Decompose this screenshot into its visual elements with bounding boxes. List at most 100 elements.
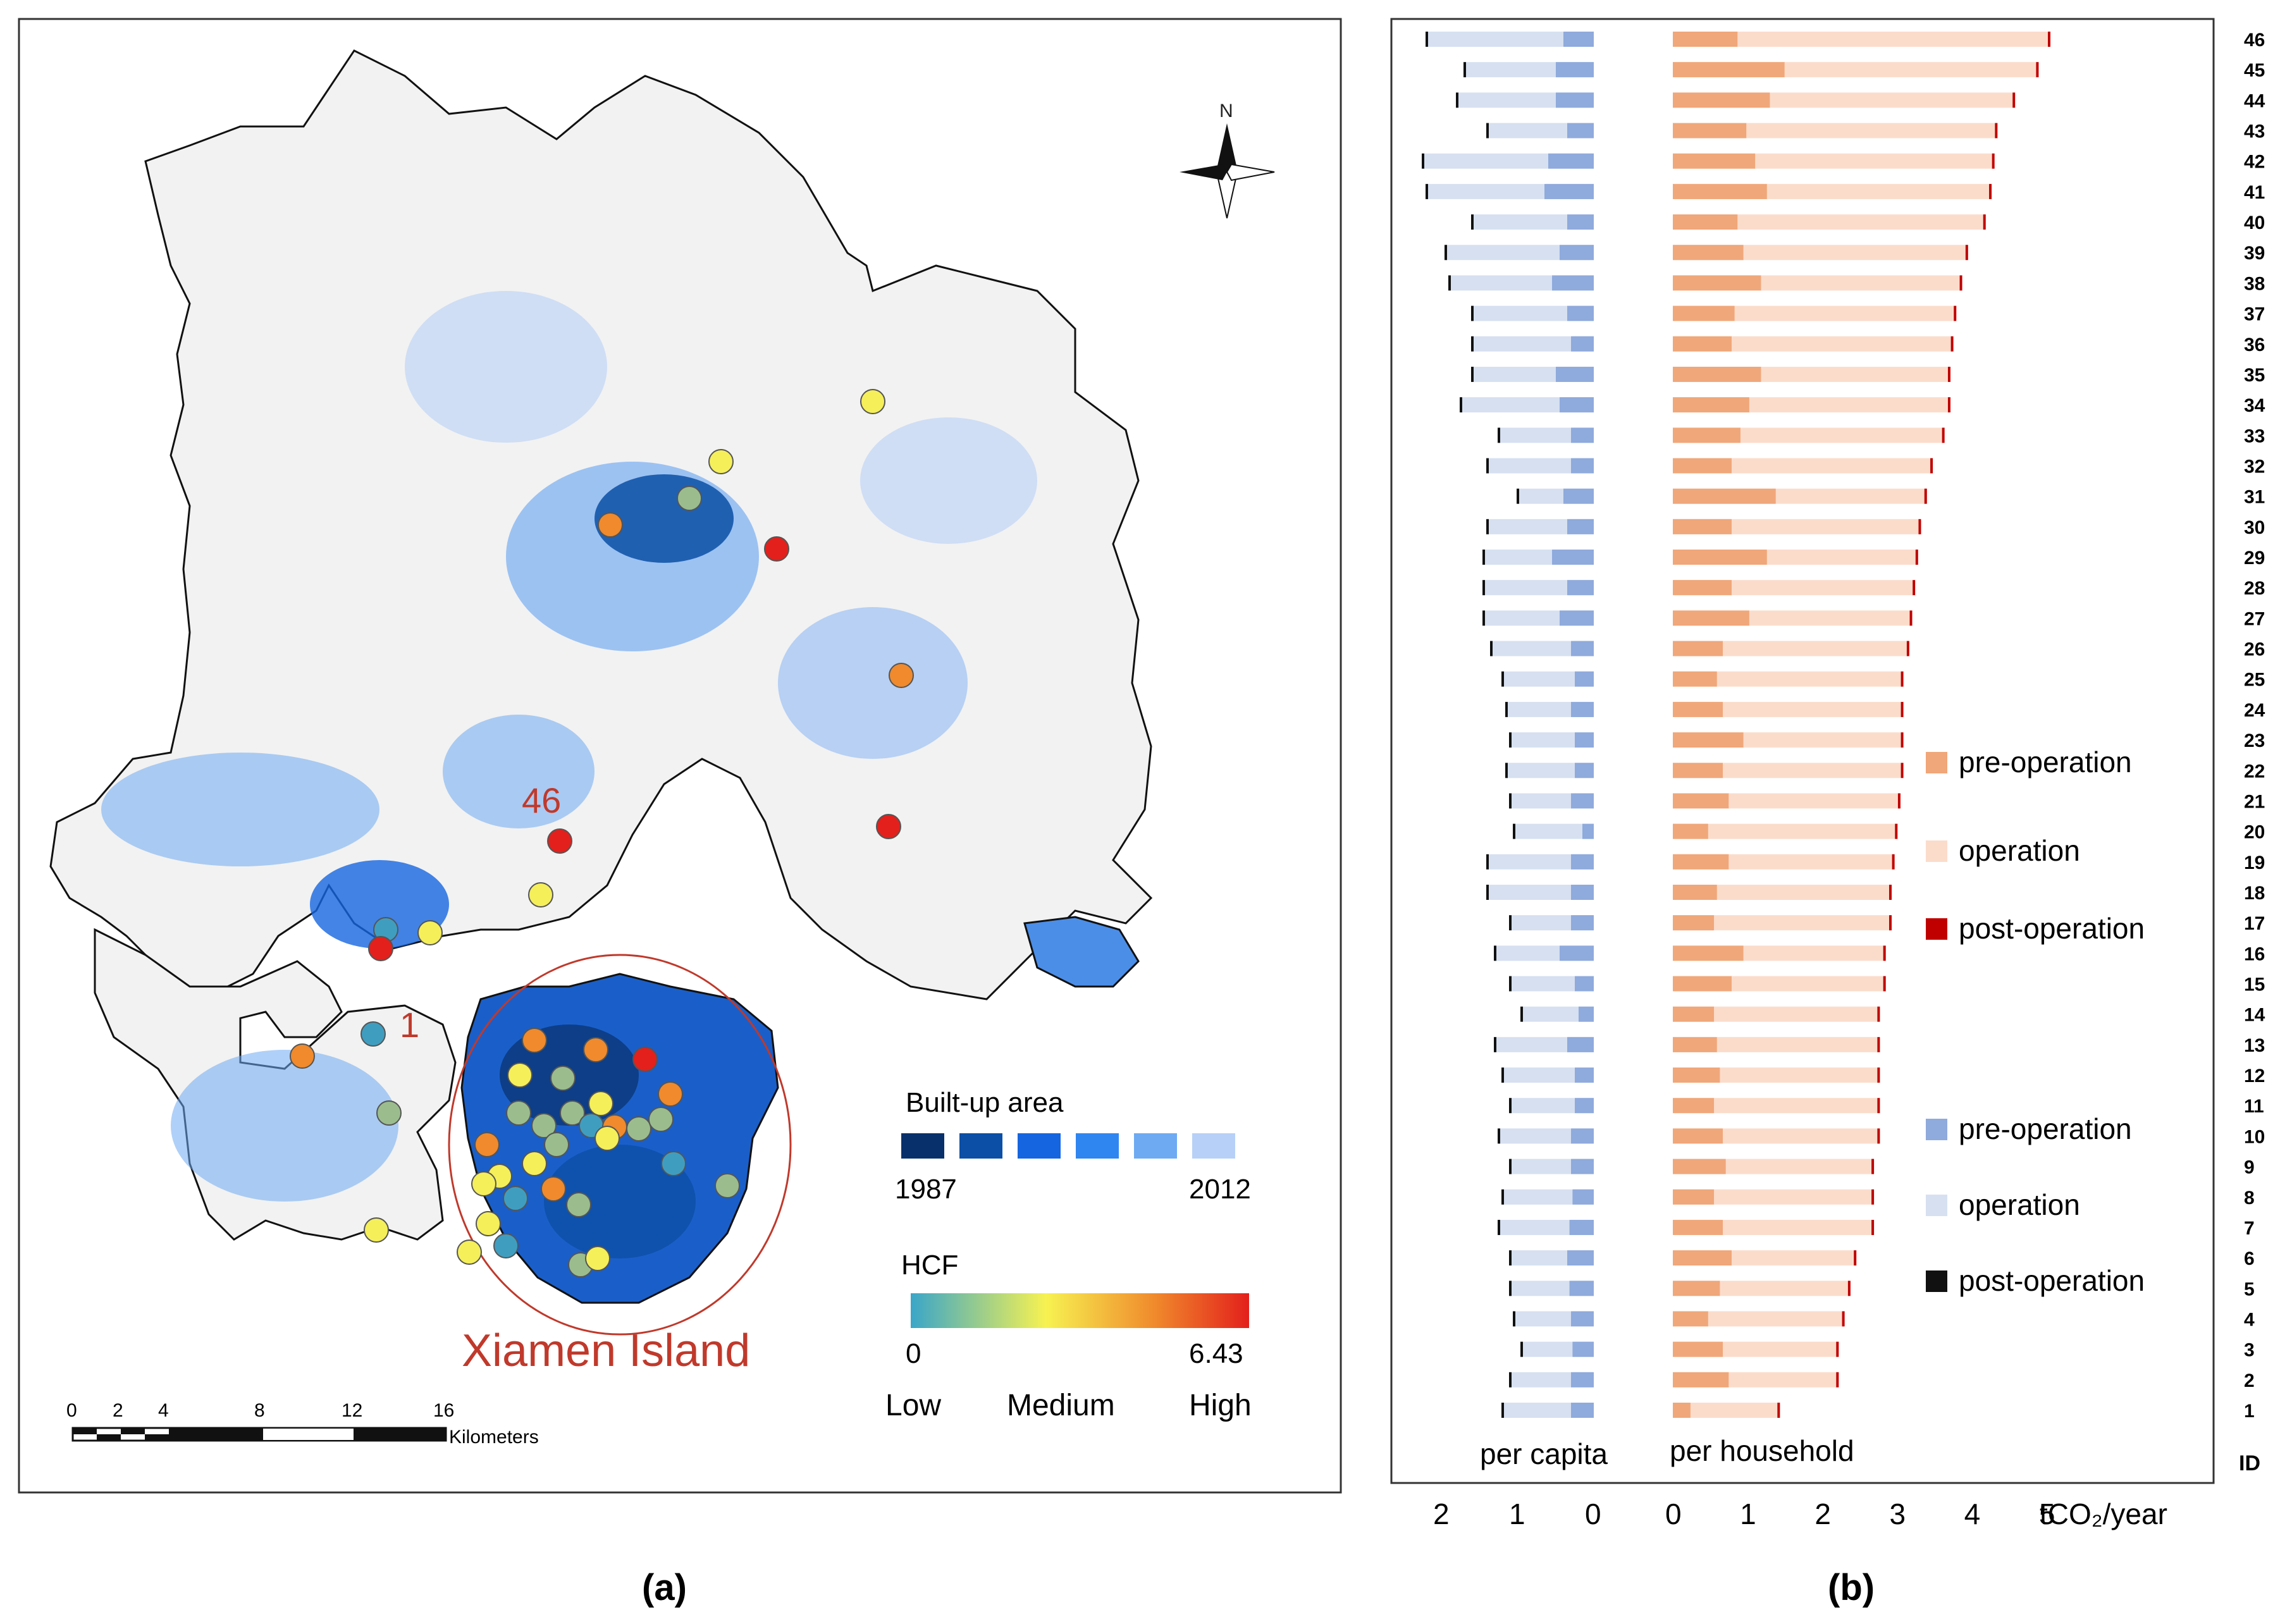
site-marker — [889, 663, 914, 688]
household-post-operation-mark — [1924, 488, 1927, 504]
built-up-title: Built-up area — [906, 1087, 1064, 1118]
capita-post-operation-mark — [1482, 550, 1485, 565]
household-pre-operation-bar — [1673, 884, 1717, 900]
per-capita-label: per capita — [1480, 1437, 1608, 1470]
id-tick-label: 1 — [2244, 1401, 2255, 1422]
household-post-operation-mark — [1989, 183, 1992, 199]
legend-swatch — [1926, 840, 1947, 862]
id-tick-label: 9 — [2244, 1157, 2255, 1178]
capita-pre-operation-bar — [1572, 1189, 1594, 1205]
id-tick-label: 26 — [2244, 639, 2265, 660]
capita-post-operation-mark — [1509, 976, 1512, 992]
household-pre-operation-bar — [1673, 1067, 1720, 1083]
id-tick-label: 35 — [2244, 365, 2265, 386]
household-pre-operation-bar — [1673, 1250, 1732, 1266]
household-pre-operation-bar — [1673, 305, 1735, 321]
capita-pre-operation-bar — [1575, 1098, 1594, 1114]
household-pre-operation-bar — [1673, 610, 1749, 626]
chart-frame — [1390, 18, 2215, 1484]
household-pre-operation-bar — [1673, 732, 1744, 748]
capita-pre-operation-bar — [1567, 214, 1594, 230]
capita-post-operation-mark — [1422, 153, 1424, 169]
household-pre-operation-bar — [1673, 275, 1761, 291]
capita-pre-operation-bar — [1548, 153, 1594, 169]
site-marker — [507, 1062, 533, 1088]
household-post-operation-mark — [1901, 671, 1904, 687]
built-swatch — [959, 1133, 1002, 1159]
id-tick-label: 8 — [2244, 1188, 2255, 1209]
capita-post-operation-mark — [1471, 366, 1474, 382]
household-pre-operation-bar — [1673, 671, 1717, 687]
panel-b-label: (b) — [1828, 1567, 1875, 1608]
id-tick-label: 33 — [2244, 426, 2265, 446]
household-pre-operation-bar — [1673, 1219, 1723, 1235]
capita-post-operation-mark — [1517, 488, 1519, 504]
site-marker — [566, 1192, 591, 1217]
capita-pre-operation-bar — [1567, 580, 1594, 596]
household-post-operation-mark — [1901, 763, 1904, 778]
household-post-operation-mark — [1836, 1372, 1839, 1387]
unit-label: tCO₂/year — [2040, 1498, 2167, 1530]
legend-label: post-operation — [1959, 1264, 2145, 1297]
capita-pre-operation-bar — [1571, 641, 1594, 656]
household-x-tick: 0 — [1665, 1498, 1682, 1530]
household-pre-operation-bar — [1673, 92, 1770, 108]
id-tick-label: 34 — [2244, 395, 2265, 416]
capita-pre-operation-bar — [1571, 458, 1594, 474]
household-pre-operation-bar — [1673, 976, 1732, 992]
legend-label: operation — [1959, 1188, 2080, 1221]
id-tick-label: 2 — [2244, 1370, 2255, 1391]
legend-swatch — [1926, 1195, 1947, 1216]
id-tick-label: 19 — [2244, 852, 2265, 873]
hcf-medium: Medium — [1007, 1389, 1115, 1422]
id-tick-label: 23 — [2244, 730, 2265, 751]
id-tick-label: 37 — [2244, 304, 2265, 325]
household-pre-operation-bar — [1673, 1189, 1715, 1205]
household-post-operation-mark — [1983, 214, 1986, 230]
household-x-tick: 4 — [1964, 1498, 1981, 1530]
id-tick-label: 39 — [2244, 243, 2265, 264]
id-marker-46: 46 — [522, 780, 561, 820]
site-marker — [661, 1151, 686, 1176]
household-post-operation-mark — [1947, 366, 1950, 382]
capita-pre-operation-bar — [1552, 275, 1594, 291]
id-tick-label: 10 — [2244, 1126, 2265, 1147]
id-tick-label: 17 — [2244, 913, 2265, 934]
id-tick-label: 46 — [2244, 30, 2265, 51]
household-pre-operation-bar — [1673, 1403, 1691, 1418]
household-x-tick: 3 — [1890, 1498, 1906, 1530]
id-tick-label: 31 — [2244, 487, 2265, 508]
built-swatch — [901, 1133, 944, 1159]
site-marker — [626, 1116, 651, 1141]
id-tick-label: 43 — [2244, 121, 2265, 142]
site-marker — [457, 1240, 482, 1265]
household-post-operation-mark — [1883, 976, 1886, 992]
capita-post-operation-mark — [1494, 945, 1496, 961]
capita-pre-operation-bar — [1569, 1281, 1594, 1296]
capita-post-operation-mark — [1505, 701, 1508, 717]
id-tick-label: 3 — [2244, 1340, 2255, 1361]
household-post-operation-mark — [1992, 153, 1995, 169]
capita-post-operation-mark — [1509, 1098, 1512, 1114]
capita-x-tick: 0 — [1585, 1498, 1601, 1530]
id-tick-label: 30 — [2244, 517, 2265, 538]
household-post-operation-mark — [1877, 1098, 1880, 1114]
household-pre-operation-bar — [1673, 1159, 1726, 1174]
capita-pre-operation-bar — [1571, 793, 1594, 809]
id-tick-label: 13 — [2244, 1035, 2265, 1056]
svg-text:4: 4 — [158, 1400, 169, 1421]
household-pre-operation-bar — [1673, 1037, 1717, 1052]
scale-bar: 0 2 4 8 12 16 Kilometers — [66, 1400, 539, 1448]
capita-pre-operation-bar — [1567, 519, 1594, 534]
xiamen-island-circle — [448, 954, 792, 1336]
id-tick-label: 24 — [2244, 700, 2265, 721]
capita-post-operation-mark — [1490, 641, 1493, 656]
capita-post-operation-mark — [1509, 793, 1512, 809]
svg-text:16: 16 — [433, 1400, 454, 1421]
household-post-operation-mark — [1871, 1189, 1875, 1205]
built-swatch — [1018, 1133, 1061, 1159]
site-marker — [585, 1246, 610, 1271]
capita-post-operation-mark — [1509, 1159, 1512, 1174]
hcf-min: 0 — [906, 1338, 921, 1369]
